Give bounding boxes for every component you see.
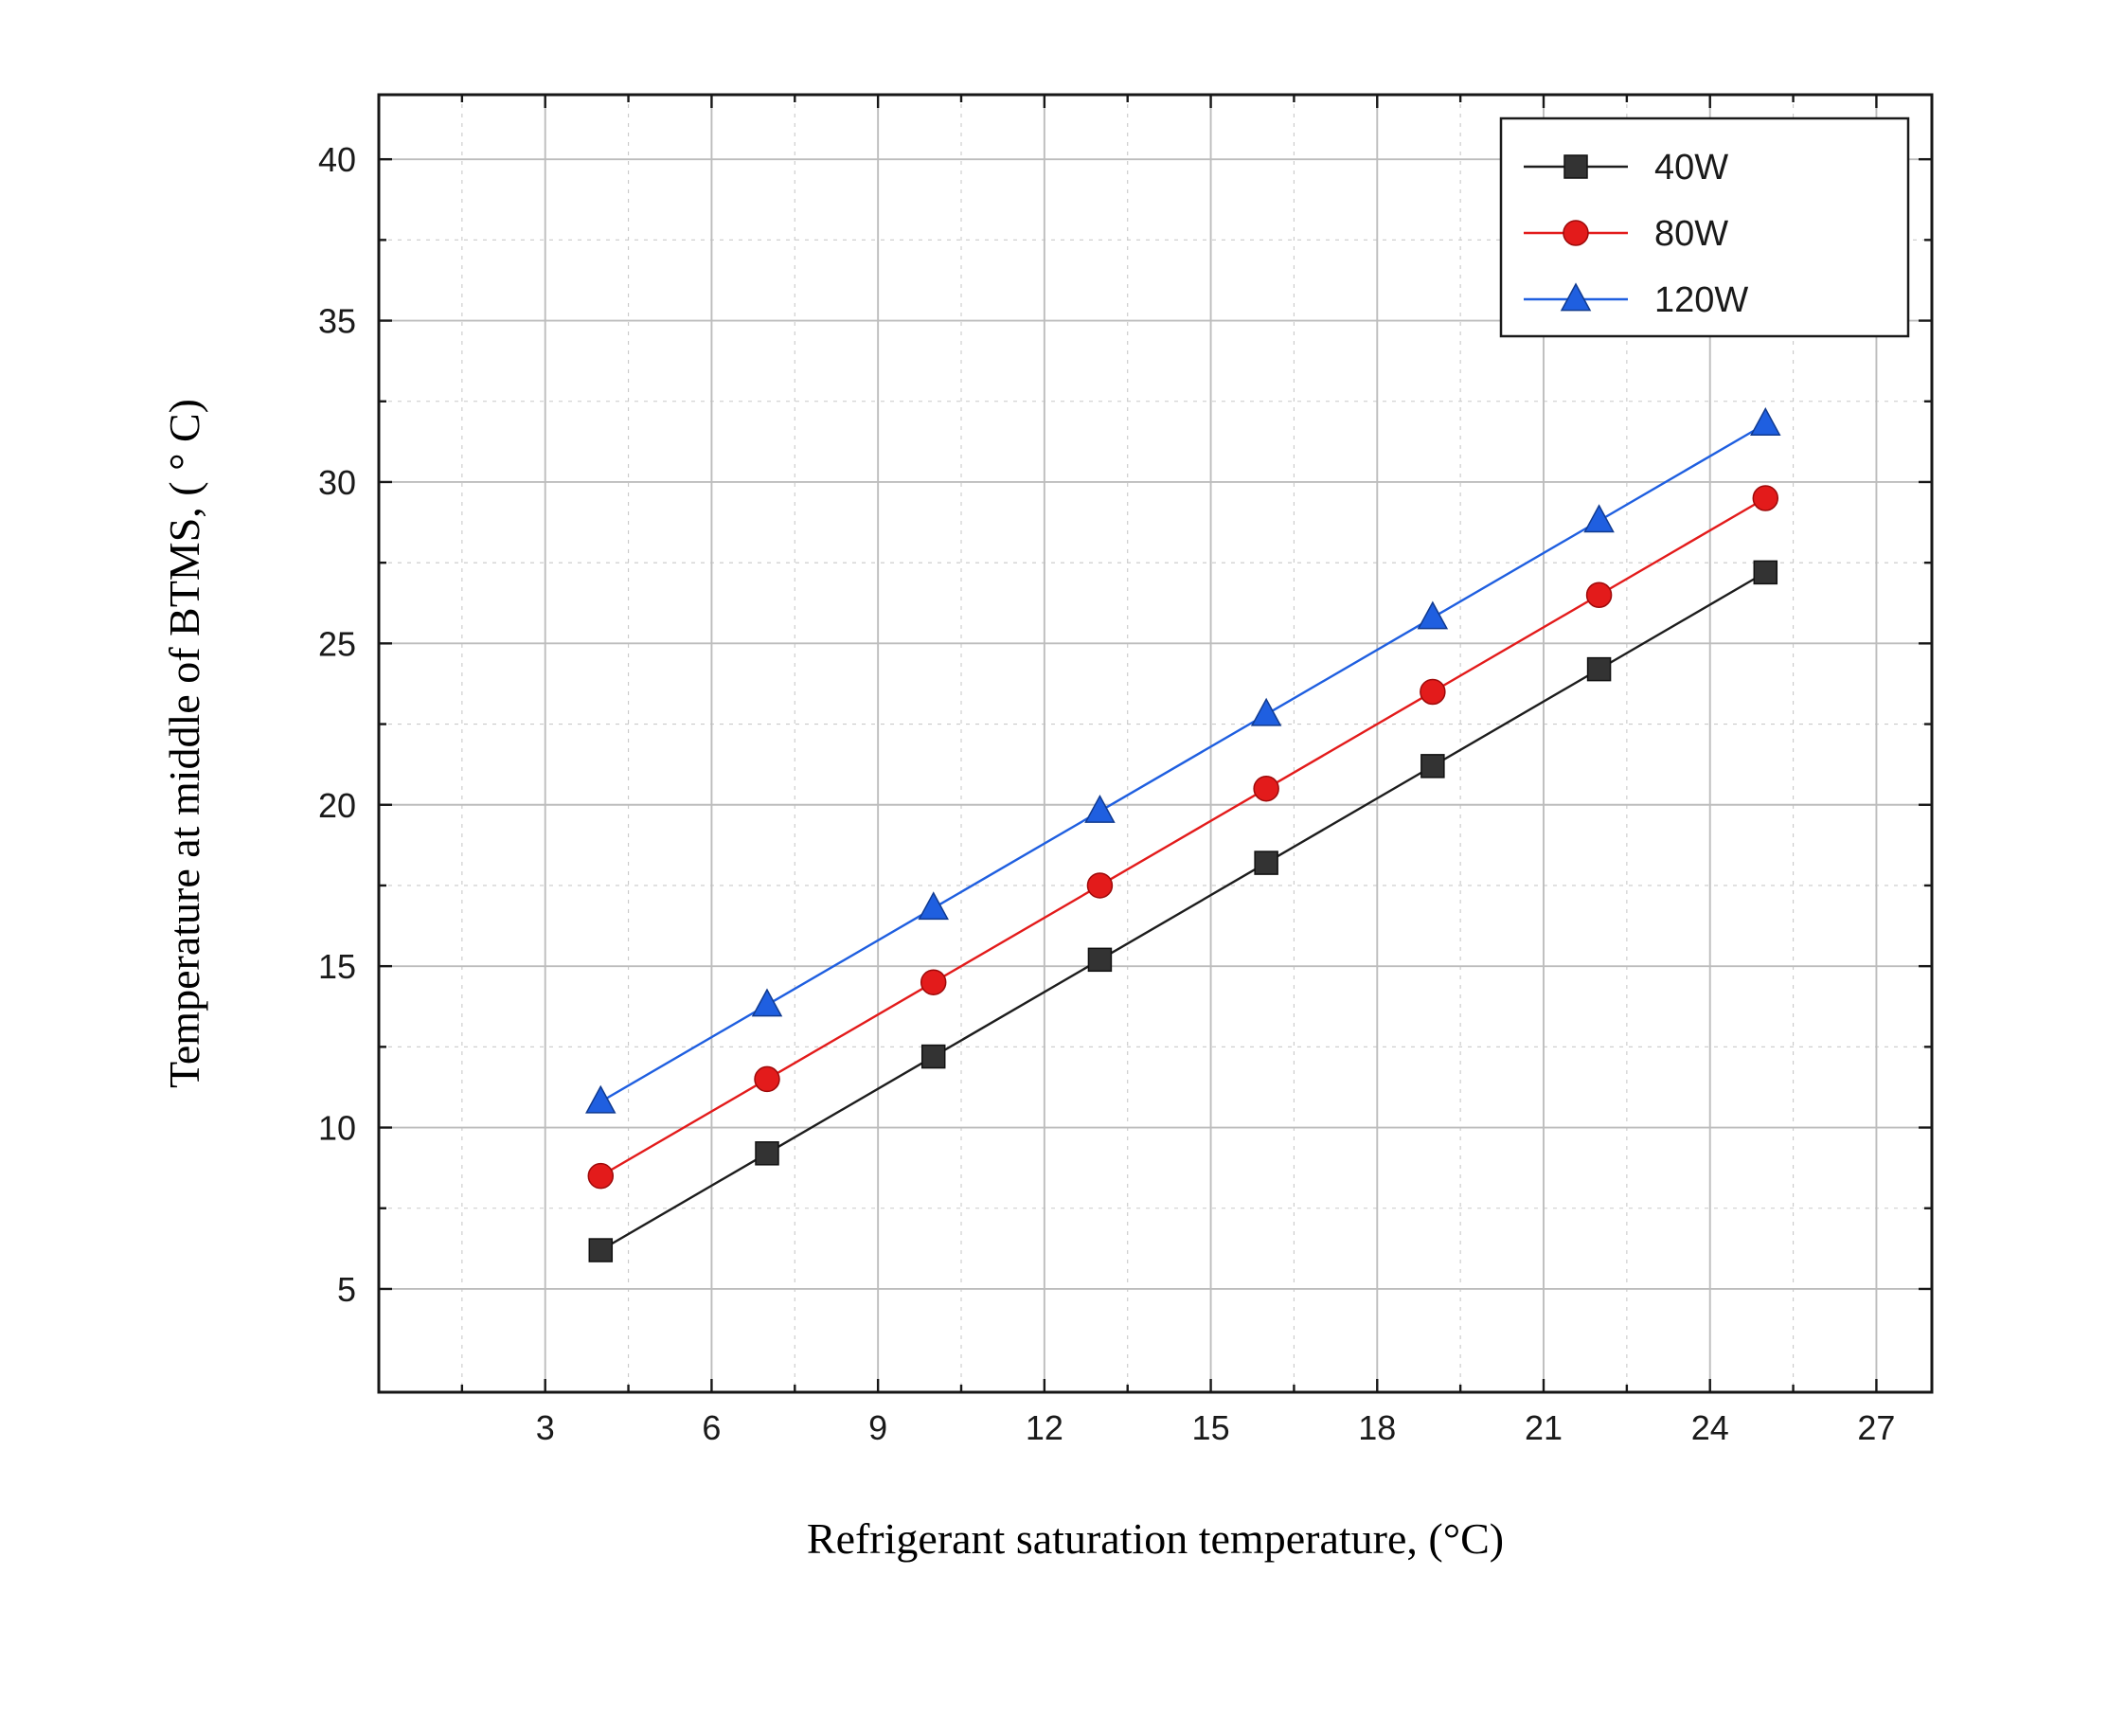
x-tick-label: 21 bbox=[1525, 1408, 1563, 1447]
x-tick-label: 6 bbox=[702, 1408, 721, 1447]
btms-temperature-chart: 3 6 9 12 15 18 21 24 27 5 10 15 20 25 30 35 40 Refrigeran… bbox=[133, 38, 1989, 1686]
y-tick-label: 5 bbox=[337, 1270, 356, 1309]
legend: 40W 80W 120W bbox=[1501, 118, 1908, 336]
y-tick-label: 35 bbox=[318, 302, 356, 341]
chart-svg: 3 6 9 12 15 18 21 24 27 5 10 15 20 25 30 35 40 Refrigeran… bbox=[133, 38, 1989, 1686]
legend-label: 40W bbox=[1654, 148, 1728, 188]
y-tick-label: 30 bbox=[318, 463, 356, 502]
page: 3 6 9 12 15 18 21 24 27 5 10 15 20 25 30 35 40 Refrigeran… bbox=[0, 0, 2108, 1736]
y-tick-label: 25 bbox=[318, 624, 356, 663]
y-tick-label: 40 bbox=[318, 140, 356, 179]
x-tick-label: 9 bbox=[868, 1408, 887, 1447]
x-tick-label: 24 bbox=[1691, 1408, 1729, 1447]
x-tick-label: 3 bbox=[536, 1408, 555, 1447]
y-tick-label: 20 bbox=[318, 786, 356, 825]
y-tick-label: 10 bbox=[318, 1109, 356, 1148]
legend-label: 80W bbox=[1654, 214, 1728, 254]
x-tick-label: 27 bbox=[1857, 1408, 1895, 1447]
x-tick-label: 18 bbox=[1358, 1408, 1396, 1447]
x-axis-title: Refrigerant saturation temperature, (°C) bbox=[807, 1514, 1504, 1563]
legend-label: 120W bbox=[1654, 280, 1748, 320]
y-axis-title: Temperature at middle of BTMS, ( ° C) bbox=[160, 399, 208, 1088]
y-tick-label: 15 bbox=[318, 947, 356, 986]
x-tick-label: 12 bbox=[1026, 1408, 1063, 1447]
x-tick-label: 15 bbox=[1192, 1408, 1230, 1447]
